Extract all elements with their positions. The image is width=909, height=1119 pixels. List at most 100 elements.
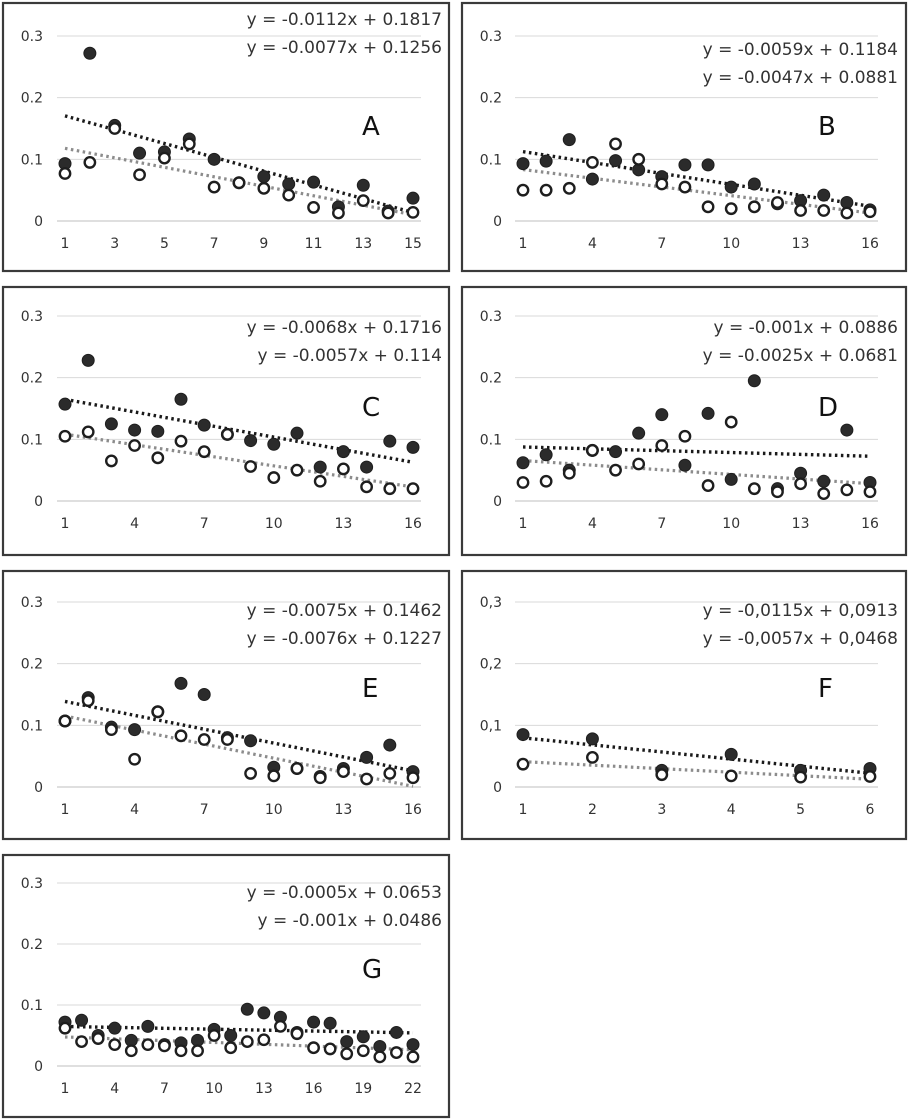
data-point-open [701,479,715,492]
panel-letter: G [362,955,382,985]
y-tick-label: 0,3 [480,595,502,611]
data-point-open [151,705,165,719]
trendline-open [64,432,414,489]
data-point-open [207,180,221,194]
y-tick-label: 0.3 [21,595,43,611]
data-point-open [232,176,246,190]
data-point-open [257,1033,271,1047]
data-point-filled [141,1019,155,1033]
trend-equation: y = -0.0025x + 0.0681 [703,346,898,366]
data-point-open [678,180,692,194]
data-point-filled [609,445,623,459]
data-point-open [244,460,258,473]
data-point-filled [609,154,623,168]
x-tick-label: 16 [404,516,422,532]
data-point-open [390,1046,403,1059]
trendline-filled [522,736,871,775]
data-point-filled [197,688,211,701]
data-point-filled [307,175,321,189]
data-point-open [158,1039,171,1053]
panel-letter: E [362,674,378,704]
y-tick-label: 0.1 [480,152,502,168]
data-point-filled [585,172,599,186]
data-point-open [724,202,738,216]
data-point-open [207,1029,221,1042]
chart-panel-a: 00.10.20.31 3 5 7 9 11 13 15y = -0.0112x + 0.18… [1,1,451,273]
x-tick-label: 7 [200,802,209,818]
data-point-open [516,183,530,197]
data-point-open [562,466,576,480]
data-point-open [91,1032,105,1045]
data-point-filled [383,738,397,752]
data-point-filled [383,434,397,448]
data-point-open [360,772,373,786]
data-point-filled [323,1016,337,1030]
y-tick-label: 0.3 [480,309,502,325]
y-tick-label: 0 [34,494,43,510]
data-point-filled [81,353,95,367]
data-point-open [562,181,576,195]
trendline-filled [522,445,871,458]
data-point-filled [257,170,271,184]
data-point-filled [313,460,327,474]
y-tick-label: 0.1 [480,432,502,448]
panel-frame-c [1,285,451,557]
x-tick-label: 4 [588,516,597,532]
data-point-open [794,204,807,217]
data-point-open [290,1027,304,1041]
data-point-filled [307,1015,321,1029]
data-point-open [58,429,72,443]
data-point-open [373,1050,387,1064]
trend-equation: y = -0.0112x + 0.1817 [247,10,442,30]
data-point-open [182,137,196,151]
data-point-open [356,1044,370,1058]
data-point-filled [340,1035,354,1049]
data-point-open [678,429,692,443]
data-point-filled [356,178,370,192]
x-tick-label: 1 [61,236,70,252]
data-point-open [406,205,420,219]
data-point-open [81,694,95,708]
panel-frame-e [1,569,451,841]
panel-frame-f [460,569,908,841]
data-point-filled [406,191,420,205]
data-point-open [771,196,784,209]
data-point-open [332,206,345,220]
data-point-filled [701,406,715,420]
data-point-open [174,1044,188,1058]
data-point-filled [174,676,188,690]
trendline-open [522,167,871,215]
x-tick-label: 10 [722,516,740,532]
data-point-filled [133,146,147,160]
chart-panel-b: 0 0.1 0.2 0.3 1 4 7 10 13 16 y = -0.0059x + 0.1184… [460,1,908,273]
x-tick-label: 4 [130,516,139,532]
data-point-filled [83,46,97,60]
y-tick-label: 0 [34,780,43,796]
data-point-filled [389,1025,403,1039]
x-tick-label: 13 [792,236,810,252]
data-point-filled [290,426,304,440]
data-point-open [197,445,211,459]
data-point-open [83,156,97,169]
data-point-filled [539,448,553,462]
y-tick-label: 0,2 [480,657,502,673]
trendline-open [522,760,871,781]
data-point-open [863,205,877,219]
x-tick-label: 19 [354,1081,372,1097]
x-tick-label: 13 [354,236,372,252]
data-point-filled [174,392,188,406]
data-point-filled [817,188,831,202]
trend-equation: y = -0.0047x + 0.0881 [703,68,898,88]
data-point-open [124,1044,138,1058]
data-point-open [323,1042,337,1056]
data-point-open [817,204,831,217]
trendline-open [64,146,414,217]
data-point-open [632,457,646,471]
panel-letter: C [362,393,380,423]
data-point-open [174,729,188,743]
x-tick-label: 4 [727,802,736,818]
trend-equation: y = -0.001x + 0.0886 [713,318,898,338]
data-point-open [516,476,530,489]
y-tick-label: 0.2 [21,937,43,953]
trend-equation: y = -0.001x + 0.0486 [257,911,442,931]
